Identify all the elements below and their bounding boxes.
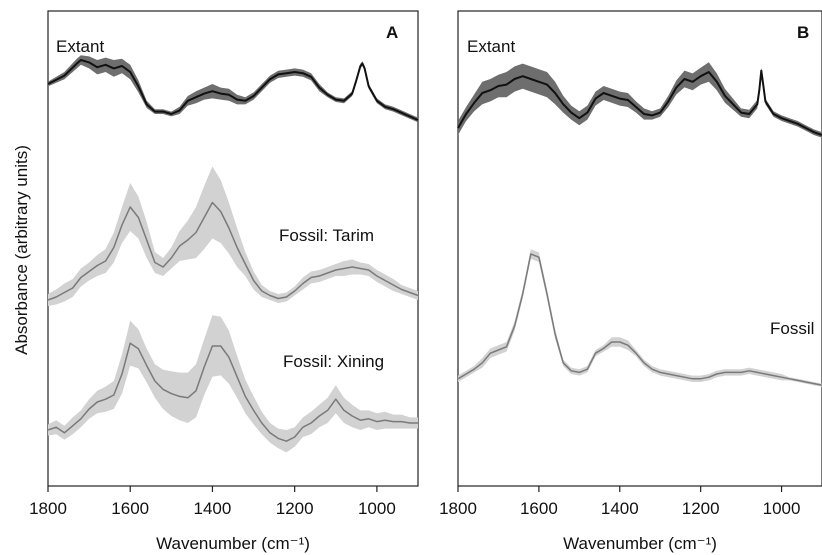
panel-a-tick-label-1200: 1200: [276, 499, 314, 518]
panel-b-fossil-line: [457, 253, 822, 386]
panel-a-frame: [47, 10, 419, 487]
panel-a-label-fossil-tarim: Fossil: Tarim: [279, 226, 374, 245]
panel-b-tick-label-1800: 1800: [439, 499, 477, 518]
panel-a-extant-line: [47, 59, 419, 121]
panel-b-fossil-band: [458, 249, 822, 387]
panel-b-frame: [457, 10, 822, 487]
panel-b-plot-area: [457, 62, 822, 387]
panel-a-label-fossil-xining: Fossil: Xining: [283, 352, 384, 371]
panel-b-tick-label-1000: 1000: [763, 499, 801, 518]
panel-a-fossil-xining-band: [48, 315, 418, 453]
panel-a-x-ticks: 1800 1600 1400 1200 1000: [29, 486, 396, 518]
panel-b-tick-label-1200: 1200: [682, 499, 720, 518]
panel-b-extant-line: [457, 69, 822, 136]
panel-a-fossil-tarim-line: [47, 201, 419, 301]
panel-a-tick-label-1600: 1600: [111, 499, 149, 518]
panel-b-label-extant: Extant: [467, 37, 515, 56]
panel-b-x-ticks: 1800 1600 1400 1200 1000: [439, 486, 800, 518]
y-axis-label: Absorbance (arbitrary units): [12, 145, 31, 355]
panel-b-label-fossil: Fossil: [770, 319, 814, 338]
panel-a-fossil-xining-line: [47, 342, 418, 442]
panel-b-tick-label-1600: 1600: [520, 499, 558, 518]
panel-b: B Extant Fossil 1800 1600 1400 1200 1000 Wav…: [439, 10, 822, 553]
panel-a-tick-label-1800: 1800: [29, 499, 67, 518]
panel-a-plot-area: [47, 55, 419, 453]
panel-b-tick-label-1400: 1400: [601, 499, 639, 518]
panel-a-x-axis-label: Wavenumber (cm⁻¹): [156, 534, 310, 553]
panel-a-letter: A: [386, 23, 398, 42]
panel-a: A Extant Fossil: Tarim Fossil: Xining 18…: [29, 10, 419, 553]
panel-b-letter: B: [797, 23, 809, 42]
panel-a-tick-label-1000: 1000: [358, 499, 396, 518]
panel-b-x-axis-label: Wavenumber (cm⁻¹): [563, 534, 717, 553]
panel-b-extant-band: [458, 62, 822, 138]
panel-a-tick-label-1400: 1400: [194, 499, 232, 518]
panel-a-label-extant: Extant: [56, 37, 104, 56]
